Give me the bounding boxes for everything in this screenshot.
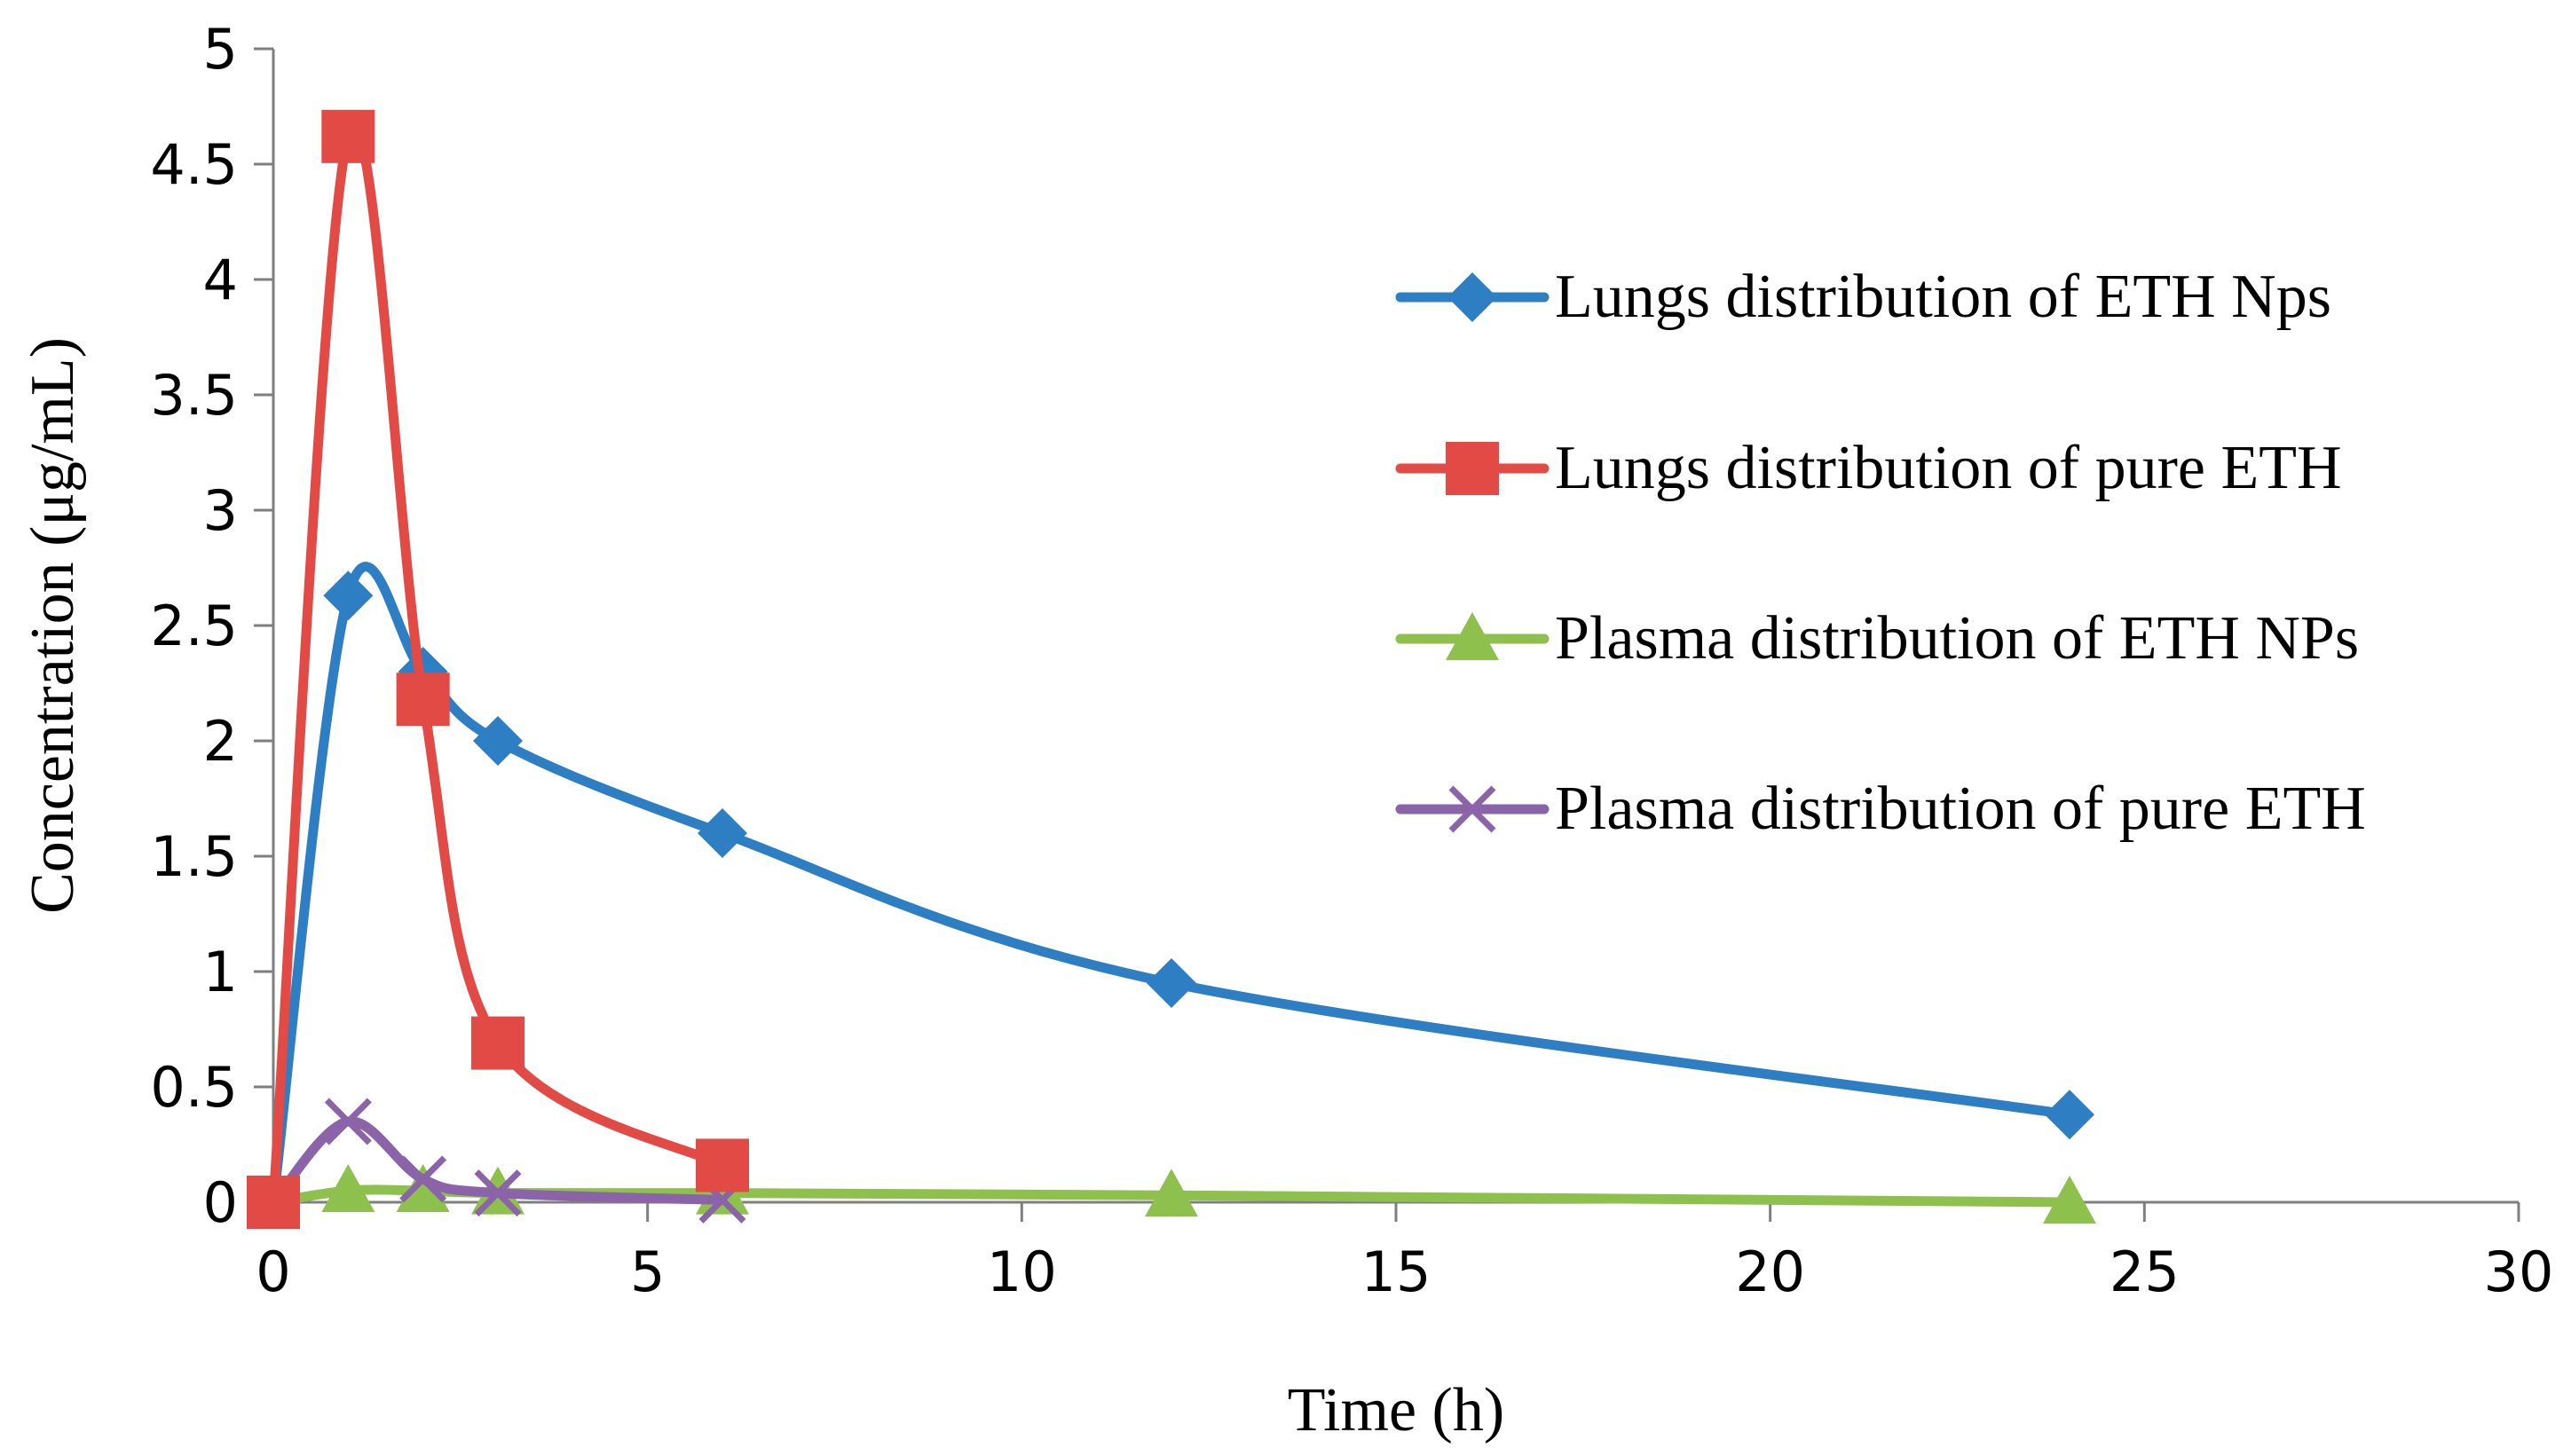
y-tick-label: 5 [203,17,238,82]
marker-stroke [399,1155,447,1203]
data-point [396,673,450,727]
marker-stroke [1448,785,1496,833]
legend-label: Lungs distribution of ETH Nps [1555,263,2331,331]
y-tick-label: 0 [203,1170,238,1235]
data-point [473,716,523,766]
x-tick-label: 0 [256,1240,290,1304]
x-axis-title: Time (h) [1288,1376,1504,1444]
data-point [399,1155,447,1203]
y-tick-label: 4 [203,248,238,312]
legend-item-1: Lungs distribution of ETH Nps [1395,263,2331,331]
x-tick-label: 20 [1735,1240,1805,1304]
data-point [1145,1169,1198,1217]
series-2 [247,109,749,1229]
legend-swatch-marker [1446,612,1499,660]
data-point [2043,1176,2096,1224]
series-line [268,1184,2075,1208]
y-tick-label: 1 [203,940,238,1004]
plot-area [247,109,2096,1229]
y-tick-label: 1.5 [150,824,238,889]
x-tick-label: 15 [1361,1240,1431,1304]
x-tick-label: 25 [2110,1240,2180,1304]
data-point [396,1164,450,1212]
data-point [324,1098,372,1145]
legend: Lungs distribution of ETH Nps Lungs distr… [1395,263,2366,843]
axes: 0 0.5 1 1.5 2 2.5 3 3.5 4 4.5 5 0 5 10 15 20 25 30 [150,17,2553,1304]
y-tick-label: 4.5 [150,132,238,197]
data-point [247,1176,300,1229]
legend-swatch-marker [1446,442,1499,495]
data-point [2045,1090,2094,1140]
x-tick-label: 30 [2484,1240,2554,1304]
marker-stroke [474,1169,522,1217]
legend-item-3: Plasma distribution of ETH NPs [1395,604,2359,673]
legend-swatch-marker [1448,785,1496,833]
y-axis-title: Concentration (μg/mL) [19,337,87,914]
legend-label: Plasma distribution of ETH NPs [1555,604,2359,673]
legend-item-2: Lungs distribution of pure ETH [1395,434,2342,502]
y-tick-label: 2 [203,709,238,774]
data-point [1147,958,1196,1008]
data-point [323,571,374,621]
y-tick-label: 3.5 [150,363,238,428]
data-point [471,1016,524,1070]
x-tick-label: 10 [987,1240,1057,1304]
legend-swatch-marker [1447,272,1497,322]
data-point [321,109,375,163]
data-point [474,1169,522,1217]
x-tick-label: 5 [630,1240,665,1304]
data-point [321,1164,375,1212]
y-tick-label: 2.5 [150,594,238,658]
legend-label: Lungs distribution of pure ETH [1555,434,2342,502]
legend-item-4: Plasma distribution of pure ETH [1395,775,2366,843]
marker-stroke [324,1098,372,1145]
series-line [268,562,2075,1208]
y-tick-label: 0.5 [150,1055,238,1120]
legend-label: Plasma distribution of pure ETH [1555,775,2366,843]
y-tick-label: 3 [203,478,238,543]
data-point [698,808,747,858]
data-point [696,1138,749,1192]
